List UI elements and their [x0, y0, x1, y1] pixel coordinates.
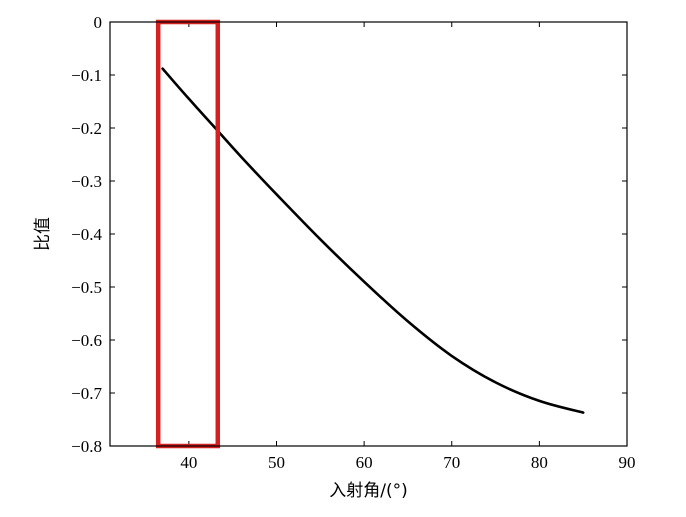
- y-tick-label: −0.7: [71, 384, 102, 403]
- series-line: [161, 67, 585, 414]
- ticks-layer: [110, 21, 628, 447]
- labels-layer: 40 50 60 70 80 90 0 −0.1 −0.2 −0.3 −0.4 −0.5 −0.6 −0.…: [71, 13, 635, 472]
- y-tick-label: 0: [94, 13, 103, 32]
- y-tick-label: −0.6: [71, 331, 102, 350]
- x-tick-label: 50: [268, 453, 285, 472]
- y-tick-label: −0.1: [71, 66, 102, 85]
- x-axis-title: 入射角/(°): [329, 481, 408, 501]
- x-tick-label: 60: [356, 453, 373, 472]
- y-tick-label: −0.3: [71, 172, 102, 191]
- x-tick-label: 80: [531, 453, 548, 472]
- series-layer: [161, 67, 585, 414]
- plot-frame: [109, 21, 628, 447]
- y-tick-label: −0.5: [71, 278, 102, 297]
- highlight-layer: [155, 19, 221, 449]
- y-tick-label: −0.8: [71, 437, 102, 456]
- y-axis-title: 比值: [33, 217, 53, 251]
- y-tick-label: −0.4: [71, 225, 102, 244]
- y-tick-label: −0.2: [71, 119, 102, 138]
- x-tick-label: 90: [619, 453, 636, 472]
- x-tick-label: 70: [443, 453, 460, 472]
- highlight-rectangle: [155, 19, 221, 449]
- x-tick-label: 40: [180, 453, 197, 472]
